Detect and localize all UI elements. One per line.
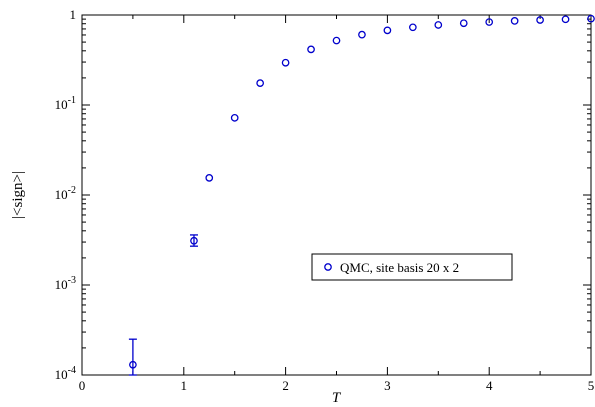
data-point: [383, 26, 392, 35]
data-point: [561, 15, 570, 24]
y-tick-label: 10-2: [55, 185, 76, 202]
y-tick-label: 10-3: [55, 275, 76, 292]
x-tick-label: 0: [79, 378, 86, 393]
legend-label: QMC, site basis 20 x 2: [340, 260, 459, 275]
data-point: [256, 79, 264, 87]
data-point: [510, 17, 519, 25]
y-tick-label: 1: [70, 7, 77, 22]
data-point: [358, 30, 366, 39]
plot-frame: [81, 14, 592, 376]
data-point: [536, 16, 544, 24]
data-point: [205, 174, 214, 182]
data-point: [307, 45, 315, 54]
data-point: [587, 14, 595, 23]
legend-marker: [324, 263, 332, 271]
y-axis: 10-4 10-3 10-2 10-1 1: [55, 7, 591, 382]
y-tick-label: 10-1: [55, 95, 76, 112]
x-axis: 0 1 2 3 4 5: [79, 15, 595, 393]
y-axis-title: |<sign>|: [10, 171, 26, 219]
data-point: [459, 19, 468, 28]
data-point: [129, 360, 137, 369]
data-point: [230, 113, 239, 122]
data-point: [434, 21, 443, 29]
y-tick-label: 10-4: [55, 365, 76, 382]
data-point: [281, 58, 290, 67]
x-tick-label: 1: [181, 378, 188, 393]
x-tick-label: 5: [588, 378, 595, 393]
data-point: [332, 36, 341, 45]
data-point: [408, 23, 417, 32]
legend: QMC, site basis 20 x 2: [311, 253, 513, 281]
legend-box: [311, 253, 513, 281]
x-tick-label: 3: [384, 378, 391, 393]
data-series: [128, 14, 595, 376]
plot-area: [81, 14, 592, 376]
data-point: [190, 236, 198, 245]
x-axis-title: T: [332, 390, 342, 406]
data-point: [485, 18, 494, 26]
x-tick-label: 2: [282, 378, 289, 393]
x-tick-label: 4: [486, 378, 493, 393]
